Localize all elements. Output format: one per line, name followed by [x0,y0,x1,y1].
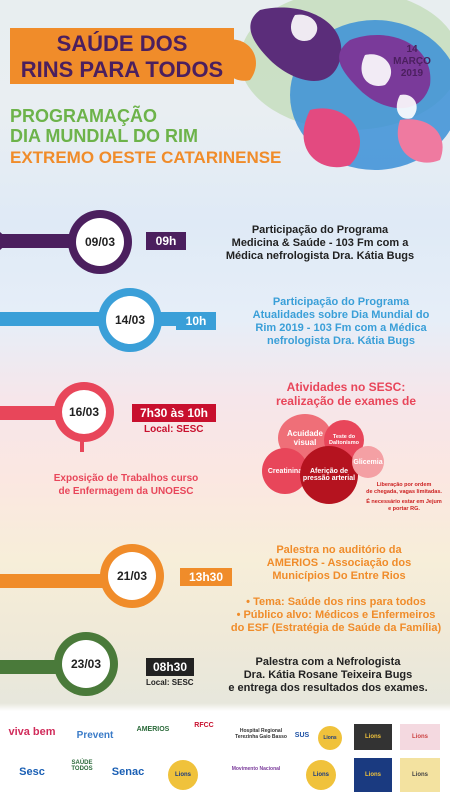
program-subtitle: DIA MUNDIAL DO RIM [10,126,198,146]
sponsor-logo: AMERIOS [136,726,170,733]
sponsor-logo: Prevent [76,730,114,741]
event-date-label: 16/03 [68,405,100,419]
event-description: Participação do Programa Atualidades sob… [238,296,444,348]
sponsor-logo: SAÚDE TODOS [71,760,93,772]
desc-line: Participação do Programa [272,296,410,308]
bullet-line: do ESF (Estratégia de Saúde da Família) [230,622,442,634]
desc-line: Rim 2019 - 103 Fm com a Médica [255,322,427,334]
exam-bubble: Glicemia [352,446,384,478]
sponsor-logo: Hospital Regional Terezinha Gaio Basso [235,728,287,740]
event-bullets: • Tema: Saúde dos rins para todos • Públ… [226,596,446,635]
desc-line: Participação do Programa [251,224,389,236]
sponsor-logo: Senac [111,766,145,778]
event-description: Palestra no auditório da AMERIOS - Assoc… [236,544,442,583]
date-circle: 16/03 [62,390,106,434]
sponsor-logo: viva bem [8,726,56,738]
event-date: 14 MARÇO 2019 [382,44,442,80]
title-box: SAÚDE DOS RINS PARA TODOS [10,28,234,84]
desc-line: Atividades no SESC: [286,380,406,394]
desc-line: Exposição de Trabalhos curso [53,473,199,484]
sponsor-logo: Lions [168,760,198,790]
note-line: de chegada, vagas limitadas. [366,489,442,495]
event-time: 10h [176,312,216,330]
desc-line: AMERIOS - Associação dos [266,557,412,569]
desc-line: nefrologista Dra. Kátia Bugs [267,335,415,347]
event-time: 7h30 às 10h [132,404,216,422]
event-date-label: 09/03 [84,235,116,249]
exhibit-text: Exposição de Trabalhos curso de Enfermag… [20,472,232,498]
event-date-label: 14/03 [114,313,146,327]
event-location: Local: SESC [146,678,194,687]
event-location: Local: SESC [144,424,204,435]
date-circle: 21/03 [108,552,156,600]
desc-line: realização de exames de [275,394,417,408]
event-time: 08h30 [146,658,194,676]
exam-bubble: Aferição de pressão arterial [300,446,358,504]
sponsor-logo: Lions [400,758,440,792]
title-line1: SAÚDE DOS [56,31,188,56]
desc-line: Municípios Do Entre Rios [272,570,406,582]
sponsor-logo: Movimento Nacional [231,766,281,772]
sponsor-logo: Lions [354,758,392,792]
date-day: 14 [406,44,418,55]
date-circle: 09/03 [76,218,124,266]
event-time: 09h [146,232,186,250]
date-year: 2019 [400,68,424,79]
sponsor-logo: Lions [318,726,342,750]
event-bar [0,660,70,674]
event-date-label: 23/03 [70,657,102,671]
note-line: e portar RG. [388,506,420,512]
program-region: EXTREMO OESTE CATARINENSE [10,148,282,167]
event-time: 13h30 [180,568,232,586]
note-line: É necessário estar em Jejum [366,499,442,505]
desc-line: e entrega dos resultados dos exames. [228,682,428,694]
date-circle: 23/03 [62,640,110,688]
desc-line: Dra. Kátia Rosane Teixeira Bugs [243,669,413,681]
sponsor-logo: Lions [400,724,440,750]
desc-line: Médica nefrologista Dra. Kátia Bugs [225,250,415,262]
event-bar [0,406,70,420]
event-description: Participação do Programa Medicina & Saúd… [200,224,440,263]
sponsor-logo: Lions [306,760,336,790]
globe-illustration [221,0,450,170]
note-line: Liberação por ordem [376,482,432,488]
date-circle: 14/03 [106,296,154,344]
exam-notes: Liberação por ordem de chegada, vagas li… [362,482,446,513]
desc-line: Atualidades sobre Dia Mundial do [252,309,430,321]
bullet-line: • Tema: Saúde dos rins para todos [246,596,426,608]
event-description: Atividades no SESC: realização de exames… [252,380,440,408]
date-month: MARÇO [393,56,431,67]
event-description: Palestra com a Nefrologista Dra. Kátia R… [210,656,446,695]
event-date-label: 21/03 [116,569,148,583]
sponsor-logo: SUS [294,732,310,739]
desc-line: Palestra com a Nefrologista [255,656,401,668]
sponsor-logo: Sesc [19,766,45,778]
title-line2: RINS PARA TODOS [20,57,224,82]
arrow-icon [0,232,10,250]
desc-line: Palestra no auditório da [276,544,402,556]
desc-line: de Enfermagem da UNOESC [58,486,194,497]
program-title: PROGRAMAÇÃO [10,106,157,126]
sponsor-logo: Lions [354,724,392,750]
event-bar [0,574,120,588]
bullet-line: • Público alvo: Médicos e Enfermeiros [236,609,436,621]
exam-bubble: Creatinina [262,448,308,494]
sponsor-logo: RFCC [194,722,214,729]
desc-line: Medicina & Saúde - 103 Fm com a [231,237,409,249]
